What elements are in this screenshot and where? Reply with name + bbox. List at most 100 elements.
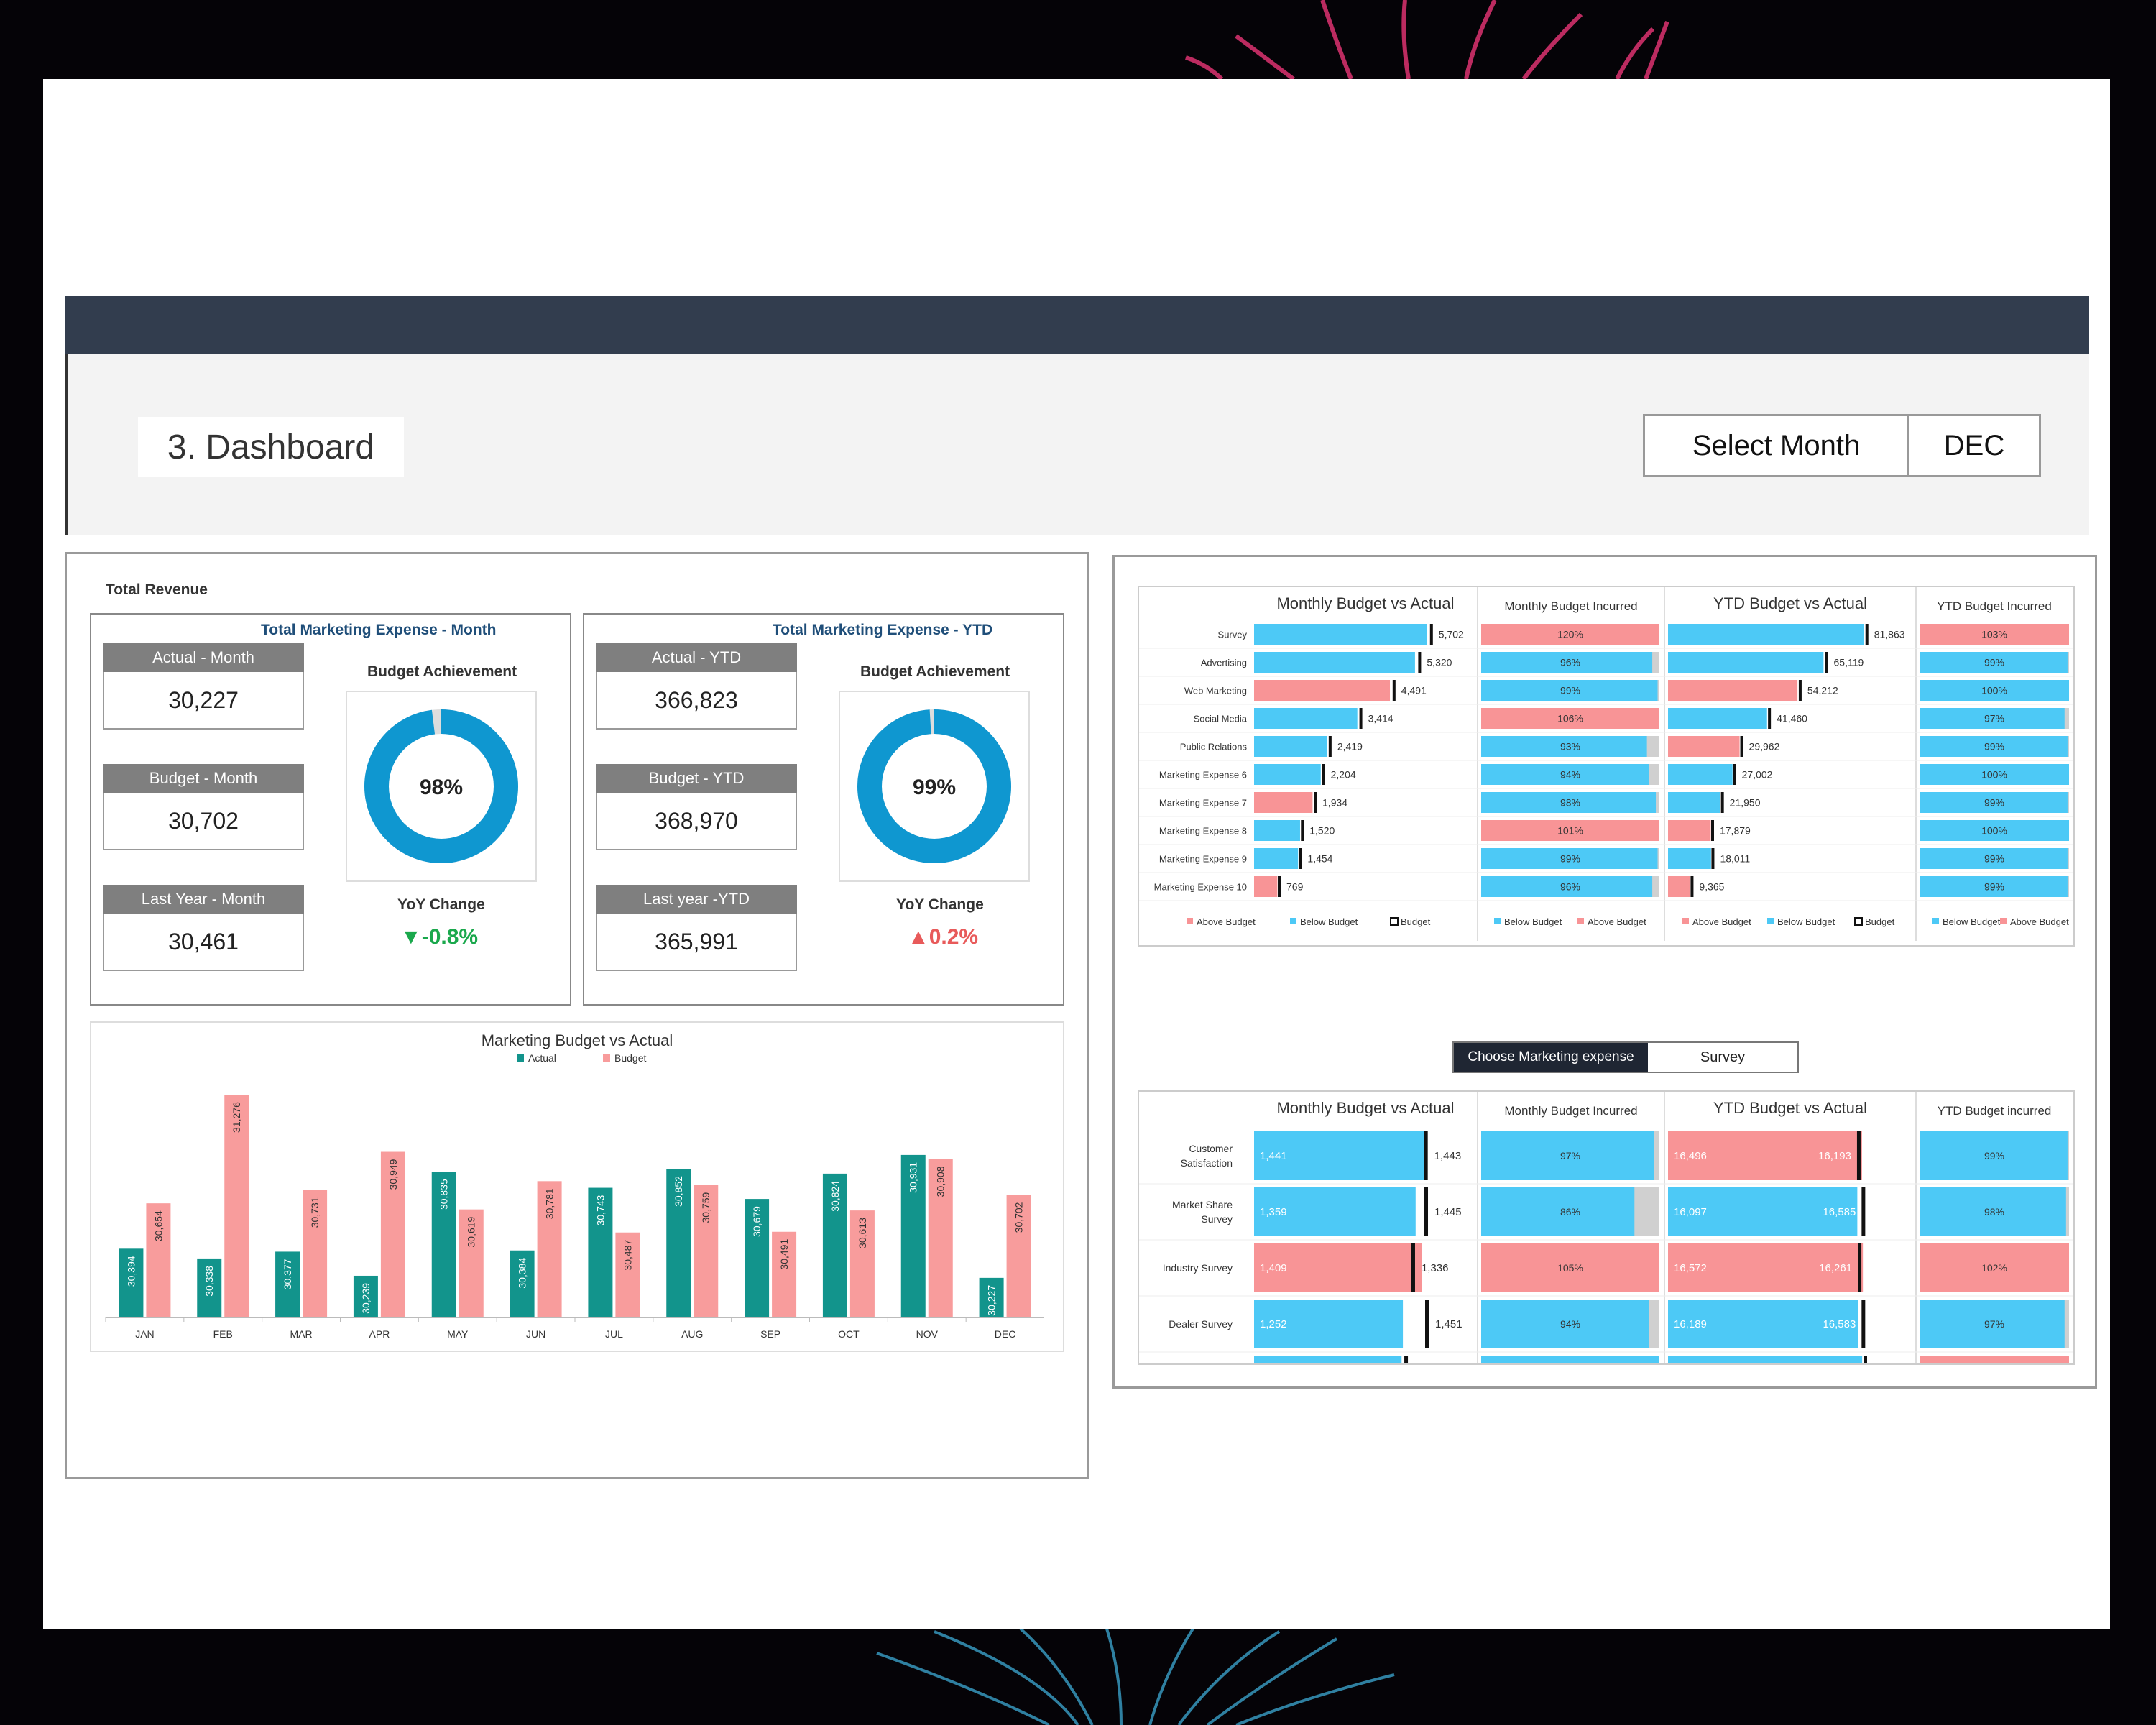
monthly-actual-label: 5,702 (1439, 629, 1464, 640)
monthly-budget-marker (1301, 820, 1304, 841)
monthly-incurred-label: 86% (1560, 1206, 1580, 1218)
monthly-incurred-label: 106% (1557, 713, 1583, 724)
bar-data-label: 30,654 (152, 1210, 164, 1241)
legend-below-budget-swatch (1290, 918, 1296, 924)
ytd-actual-bar (1668, 848, 1711, 869)
month-donut-chart: 98% (364, 709, 518, 863)
ytd-budget-marker (1861, 1300, 1866, 1348)
bar-data-label: 30,931 (908, 1162, 919, 1193)
monthly-incurred-label: 98% (1560, 797, 1580, 809)
ytd-incurred-bar (1920, 680, 2069, 701)
ytd-actual-bar (1668, 820, 1711, 841)
legend-above-budget-ytd: Above Budget (1692, 916, 1751, 927)
ytd-actual-label: 16,572 (1674, 1262, 1707, 1274)
ytd-incurred-bar (1920, 736, 2068, 757)
ytd-actual-bar (1668, 1243, 1864, 1292)
monthly-actual-bar (1254, 876, 1278, 897)
monthly-incurred-bar (1481, 876, 1653, 897)
monthly-incurred-bar (1481, 820, 1659, 841)
ytd-actual-label: 65,119 (1834, 657, 1864, 668)
ytd-incurred-label: 100% (1981, 769, 2007, 781)
monthly-budget-incurred-title: Monthly Budget Incurred (1504, 1104, 1637, 1118)
monthly-budget-marker (1418, 652, 1422, 673)
budget-vs-actual-column-chart: Marketing Budget vs Actual Actual Budget 30… (105, 1031, 1044, 1340)
monthly-budget-marker (1278, 876, 1281, 897)
ytd-incurred-label: 97% (1984, 713, 2004, 724)
monthly-incurred-bar (1481, 1356, 1659, 1404)
ytd-donut-box: 99% (839, 691, 1030, 882)
ytd-incurred-label: 97% (1984, 1318, 2004, 1330)
monthly-actual-bar (1254, 1300, 1404, 1348)
ytd-budget-marker (1711, 848, 1715, 869)
ytd-actual-bar (1668, 736, 1740, 757)
budget-bar (772, 1231, 797, 1317)
monthly-actual-label: 1,409 (1260, 1262, 1287, 1274)
ytd-budget-vs-actual-title: YTD Budget vs Actual (1713, 594, 1867, 612)
budget-bar (849, 1210, 875, 1317)
ytd-actual-bar (1668, 1300, 1858, 1348)
monthly-budget-marker (1314, 792, 1317, 813)
ytd-incurred-label: 99% (1984, 881, 2004, 893)
ytd-actual-label: 16,189 (1674, 1318, 1707, 1330)
page-title: 3. Dashboard (138, 417, 404, 477)
monthly-budget-marker (1411, 1243, 1415, 1292)
legend-swatch-actual (517, 1054, 524, 1062)
budget-bar (380, 1151, 405, 1317)
monthly-actual-bar (1254, 792, 1313, 813)
ytd-actual-bar (1668, 792, 1720, 813)
donut-arc (364, 709, 518, 863)
monthly-actual-bar (1254, 1356, 1402, 1404)
actual-bar (900, 1154, 926, 1317)
chart-title: Marketing Budget vs Actual (482, 1031, 673, 1049)
monthly-incurred-label: 120% (1557, 629, 1583, 640)
ytd-budget-marker (1865, 624, 1869, 645)
actual-bar (197, 1258, 222, 1317)
ytd-incurred-label: 99% (1984, 1150, 2004, 1162)
expense-breakdown-panel: Monthly Budget vs Actual Monthly Budget I… (1112, 555, 2097, 1448)
bar-data-label: 30,613 (857, 1218, 868, 1248)
ytd-budget-marker (1690, 876, 1694, 897)
category-label: Marketing Expense 9 (1159, 854, 1247, 865)
monthly-incurred-label: 101% (1557, 825, 1583, 837)
ytd-budget-marker (1768, 708, 1772, 729)
legend-budget-ytd-swatch (1854, 917, 1863, 926)
ytd-budget-marker (1720, 792, 1724, 813)
legend-below-budget-ytd-small-swatch (1932, 918, 1939, 924)
monthly-incurred-label: 96% (1560, 657, 1580, 668)
chooser-dropdown[interactable]: Survey (1648, 1043, 1797, 1072)
marketing-expense-chooser[interactable]: Choose Marketing expense Survey (1452, 1041, 1799, 1073)
actual-bar (588, 1187, 613, 1317)
bar-data-label: 30,824 (829, 1181, 841, 1212)
category-label: Marketing Expense 10 (1154, 882, 1247, 893)
ytd-incurred-bar (1920, 820, 2069, 841)
bar-data-label: 31,276 (231, 1102, 242, 1133)
category-label: Marketing Expense 7 (1159, 798, 1247, 809)
legend-swatch-budget (603, 1054, 610, 1062)
monthly-incurred-bar (1481, 708, 1659, 729)
select-month-dropdown[interactable]: DEC (1943, 429, 2005, 461)
legend-above-budget-ytd-small-swatch (2000, 918, 2007, 924)
yoy-change-number: 0.2% (929, 925, 979, 949)
ytd-incurred-bar (1920, 764, 2069, 785)
bar-data-label: 30,377 (282, 1259, 293, 1289)
monthly-actual-bar (1254, 848, 1299, 869)
category-label: Web Marketing (1184, 686, 1247, 696)
ytd-budget-incurred-title: YTD Budget incurred (1938, 1104, 2052, 1118)
legend-budget: Budget (1401, 916, 1431, 927)
legend-above-budget: Above Budget (1197, 916, 1256, 927)
ytd-budget-label: 16,193 (1818, 1150, 1851, 1162)
budget-ytd-value: 368,970 (596, 793, 797, 850)
x-tick-label: DEC (995, 1328, 1016, 1340)
monthly-actual-bar (1254, 680, 1391, 701)
ytd-actual-label: 27,002 (1742, 769, 1773, 781)
category-label: Marketing Expense 6 (1159, 770, 1247, 781)
month-selector[interactable]: Select Month DEC (1643, 414, 2041, 477)
x-tick-label: APR (369, 1328, 390, 1340)
actual-month-value: 30,227 (103, 672, 304, 730)
yoy-change-value: ▼-0.8% (400, 925, 478, 949)
actual-bar (979, 1277, 1004, 1317)
bar-data-label: 30,949 (387, 1159, 399, 1190)
monthly-budget-label: 1,443 (1434, 1150, 1462, 1162)
monthly-actual-label: 1,934 (1322, 797, 1348, 809)
monthly-actual-label: 1,454 (1307, 853, 1332, 865)
